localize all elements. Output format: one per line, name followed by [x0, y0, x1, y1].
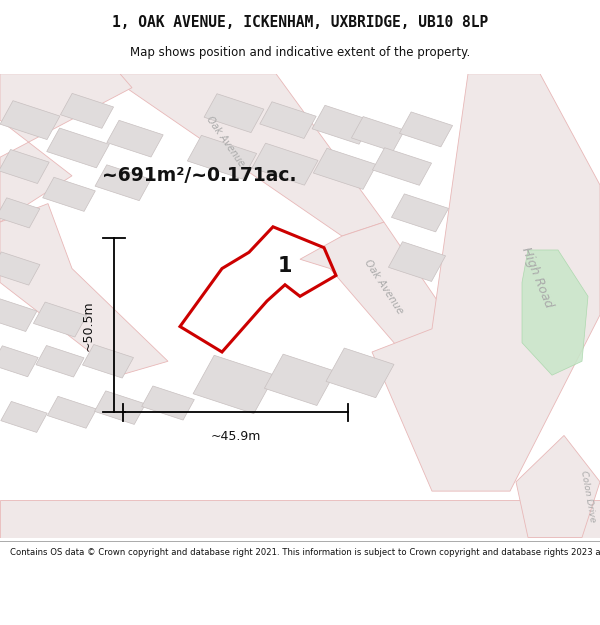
Polygon shape — [326, 348, 394, 398]
Polygon shape — [0, 346, 38, 377]
Polygon shape — [516, 436, 600, 538]
Polygon shape — [0, 298, 37, 331]
Text: Oak Avenue: Oak Avenue — [362, 258, 406, 316]
Polygon shape — [82, 344, 134, 378]
Polygon shape — [61, 93, 113, 128]
Polygon shape — [373, 148, 431, 185]
Polygon shape — [193, 355, 275, 414]
Text: Contains OS data © Crown copyright and database right 2021. This information is : Contains OS data © Crown copyright and d… — [10, 548, 600, 557]
Polygon shape — [0, 501, 600, 538]
Text: 1, OAK AVENUE, ICKENHAM, UXBRIDGE, UB10 8LP: 1, OAK AVENUE, ICKENHAM, UXBRIDGE, UB10 … — [112, 15, 488, 30]
Text: Map shows position and indicative extent of the property.: Map shows position and indicative extent… — [130, 46, 470, 59]
Polygon shape — [43, 177, 95, 211]
Polygon shape — [204, 94, 264, 132]
Text: Colon Drive: Colon Drive — [579, 470, 597, 523]
Polygon shape — [372, 74, 600, 491]
Polygon shape — [107, 121, 163, 157]
Polygon shape — [47, 396, 97, 428]
Polygon shape — [265, 354, 335, 406]
Polygon shape — [34, 302, 86, 337]
Text: High Road: High Road — [519, 246, 555, 310]
Polygon shape — [0, 252, 40, 285]
Polygon shape — [1, 401, 47, 432]
Polygon shape — [0, 74, 132, 222]
Polygon shape — [95, 165, 151, 201]
Polygon shape — [313, 148, 377, 189]
Polygon shape — [522, 250, 588, 375]
Text: ~45.9m: ~45.9m — [211, 430, 260, 443]
Text: 1: 1 — [278, 256, 292, 276]
Polygon shape — [312, 106, 372, 144]
Polygon shape — [0, 198, 40, 228]
Polygon shape — [120, 74, 384, 236]
Polygon shape — [252, 143, 318, 185]
Polygon shape — [47, 128, 109, 168]
Polygon shape — [36, 346, 84, 377]
Polygon shape — [187, 136, 257, 179]
Polygon shape — [0, 101, 60, 139]
Polygon shape — [300, 222, 510, 421]
Polygon shape — [94, 391, 146, 424]
Polygon shape — [352, 117, 404, 151]
Polygon shape — [0, 149, 49, 184]
Polygon shape — [142, 386, 194, 420]
Text: ~50.5m: ~50.5m — [82, 300, 95, 351]
Text: Oak Avenue: Oak Avenue — [204, 114, 246, 168]
Polygon shape — [260, 102, 316, 139]
Polygon shape — [400, 112, 452, 147]
Polygon shape — [391, 194, 449, 232]
Polygon shape — [0, 204, 168, 375]
Polygon shape — [388, 242, 446, 281]
Text: ~691m²/~0.171ac.: ~691m²/~0.171ac. — [102, 166, 296, 185]
